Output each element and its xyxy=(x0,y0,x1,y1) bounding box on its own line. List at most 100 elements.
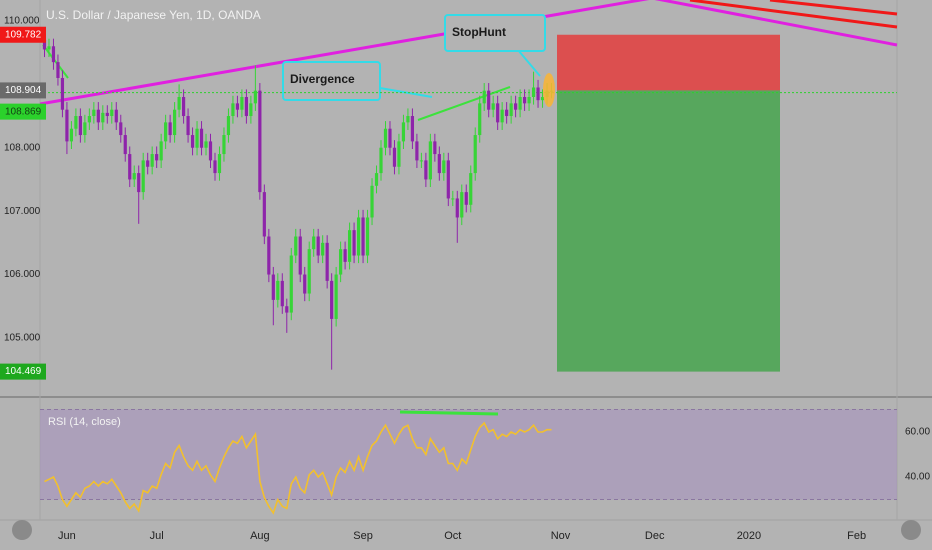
candle-body xyxy=(522,97,527,104)
candle-body xyxy=(339,249,343,275)
candle-body xyxy=(231,103,235,117)
candle-body xyxy=(173,109,177,136)
candle-body xyxy=(540,97,545,101)
candle-body xyxy=(428,141,432,180)
candle-body xyxy=(190,135,195,148)
chart-title: U.S. Dollar / Japanese Yen, 1D, OANDA xyxy=(46,8,261,22)
candle-body xyxy=(536,87,540,101)
candle-body xyxy=(365,217,370,256)
candle-body xyxy=(177,97,181,110)
x-tick-label: Jul xyxy=(150,530,164,542)
price-label-box xyxy=(0,26,46,43)
candle-body xyxy=(271,274,275,300)
trend-line xyxy=(39,0,650,106)
y-tick-label: 107.000 xyxy=(4,206,41,217)
candle-body xyxy=(119,122,123,136)
candle-body xyxy=(343,249,347,262)
candle-body xyxy=(159,141,163,161)
candle-body xyxy=(388,128,392,148)
candle-body xyxy=(123,135,127,155)
divergence-line xyxy=(417,86,511,121)
candle-body xyxy=(509,103,513,117)
price-label: 108.869 xyxy=(5,106,42,117)
candle-body xyxy=(298,236,302,275)
candle-body xyxy=(137,173,141,193)
candle-body xyxy=(78,116,82,136)
candle-body xyxy=(92,109,96,117)
candle-body xyxy=(42,39,47,50)
scroll-button[interactable] xyxy=(12,520,32,540)
candle-body xyxy=(128,154,132,180)
candle-body xyxy=(312,236,316,250)
candle-body xyxy=(514,103,518,110)
candle-body xyxy=(469,173,473,205)
candle-body xyxy=(195,128,199,148)
rsi-line xyxy=(44,421,552,515)
candle-body xyxy=(186,116,190,136)
callout-text: StopHunt xyxy=(452,25,506,39)
y-tick-label: 40.00 xyxy=(905,472,930,483)
candle-body xyxy=(262,192,266,237)
candle-body xyxy=(47,46,51,50)
candle-body xyxy=(464,192,468,205)
candle-body xyxy=(437,154,441,174)
price-label: 109.782 xyxy=(5,29,42,40)
candle-body xyxy=(65,109,69,142)
candle-body xyxy=(325,242,329,281)
candle-body xyxy=(361,217,365,256)
candle-body xyxy=(392,147,397,167)
candle-body xyxy=(379,147,383,174)
candle-body xyxy=(415,141,419,161)
candle-body xyxy=(132,173,136,180)
candle-body xyxy=(527,97,531,104)
x-tick-label: Nov xyxy=(551,530,571,542)
candle-body xyxy=(289,255,293,313)
price-label-box xyxy=(0,82,46,99)
candle-body xyxy=(334,274,338,319)
candle-body xyxy=(482,90,486,104)
candle-body xyxy=(410,116,415,142)
y-tick-label: 108.000 xyxy=(4,142,41,153)
x-tick-label: Aug xyxy=(250,530,270,542)
candle-body xyxy=(518,97,522,110)
candle-body xyxy=(244,97,248,117)
candle-body xyxy=(374,173,379,186)
candle-body xyxy=(110,109,114,117)
candle-body xyxy=(303,274,307,294)
callout-box xyxy=(444,14,546,52)
y-tick-label: 106.000 xyxy=(4,269,41,280)
candle-body xyxy=(141,160,145,193)
settings-button[interactable] xyxy=(901,520,921,540)
candle-body xyxy=(356,217,361,256)
x-tick-label: Oct xyxy=(444,530,461,542)
candle-body xyxy=(83,122,87,136)
trend-line xyxy=(654,0,898,47)
candle-body xyxy=(500,109,504,123)
callout-pointer xyxy=(517,49,541,77)
candle-body xyxy=(531,87,536,98)
candle-body xyxy=(505,109,509,117)
x-tick-label: Feb xyxy=(847,530,866,542)
candle-body xyxy=(433,141,437,155)
candle-body xyxy=(473,135,477,174)
candle-body xyxy=(168,122,172,136)
candle-body xyxy=(114,109,118,123)
candle-body xyxy=(347,230,352,262)
candle-body xyxy=(383,128,388,148)
candle-body xyxy=(446,160,450,199)
y-tick-label: 110.000 xyxy=(4,16,40,27)
candle-body xyxy=(56,62,60,78)
candle-body xyxy=(321,242,325,256)
candle-body xyxy=(442,160,446,174)
candle-body xyxy=(276,280,280,300)
candle-body xyxy=(181,97,186,117)
price-label-box xyxy=(0,103,46,120)
candle-body xyxy=(199,128,204,148)
candle-body xyxy=(60,77,65,110)
candle-body xyxy=(213,160,217,174)
candle-body xyxy=(487,90,491,110)
x-tick-label: Dec xyxy=(645,530,665,542)
candle-body xyxy=(424,160,428,180)
